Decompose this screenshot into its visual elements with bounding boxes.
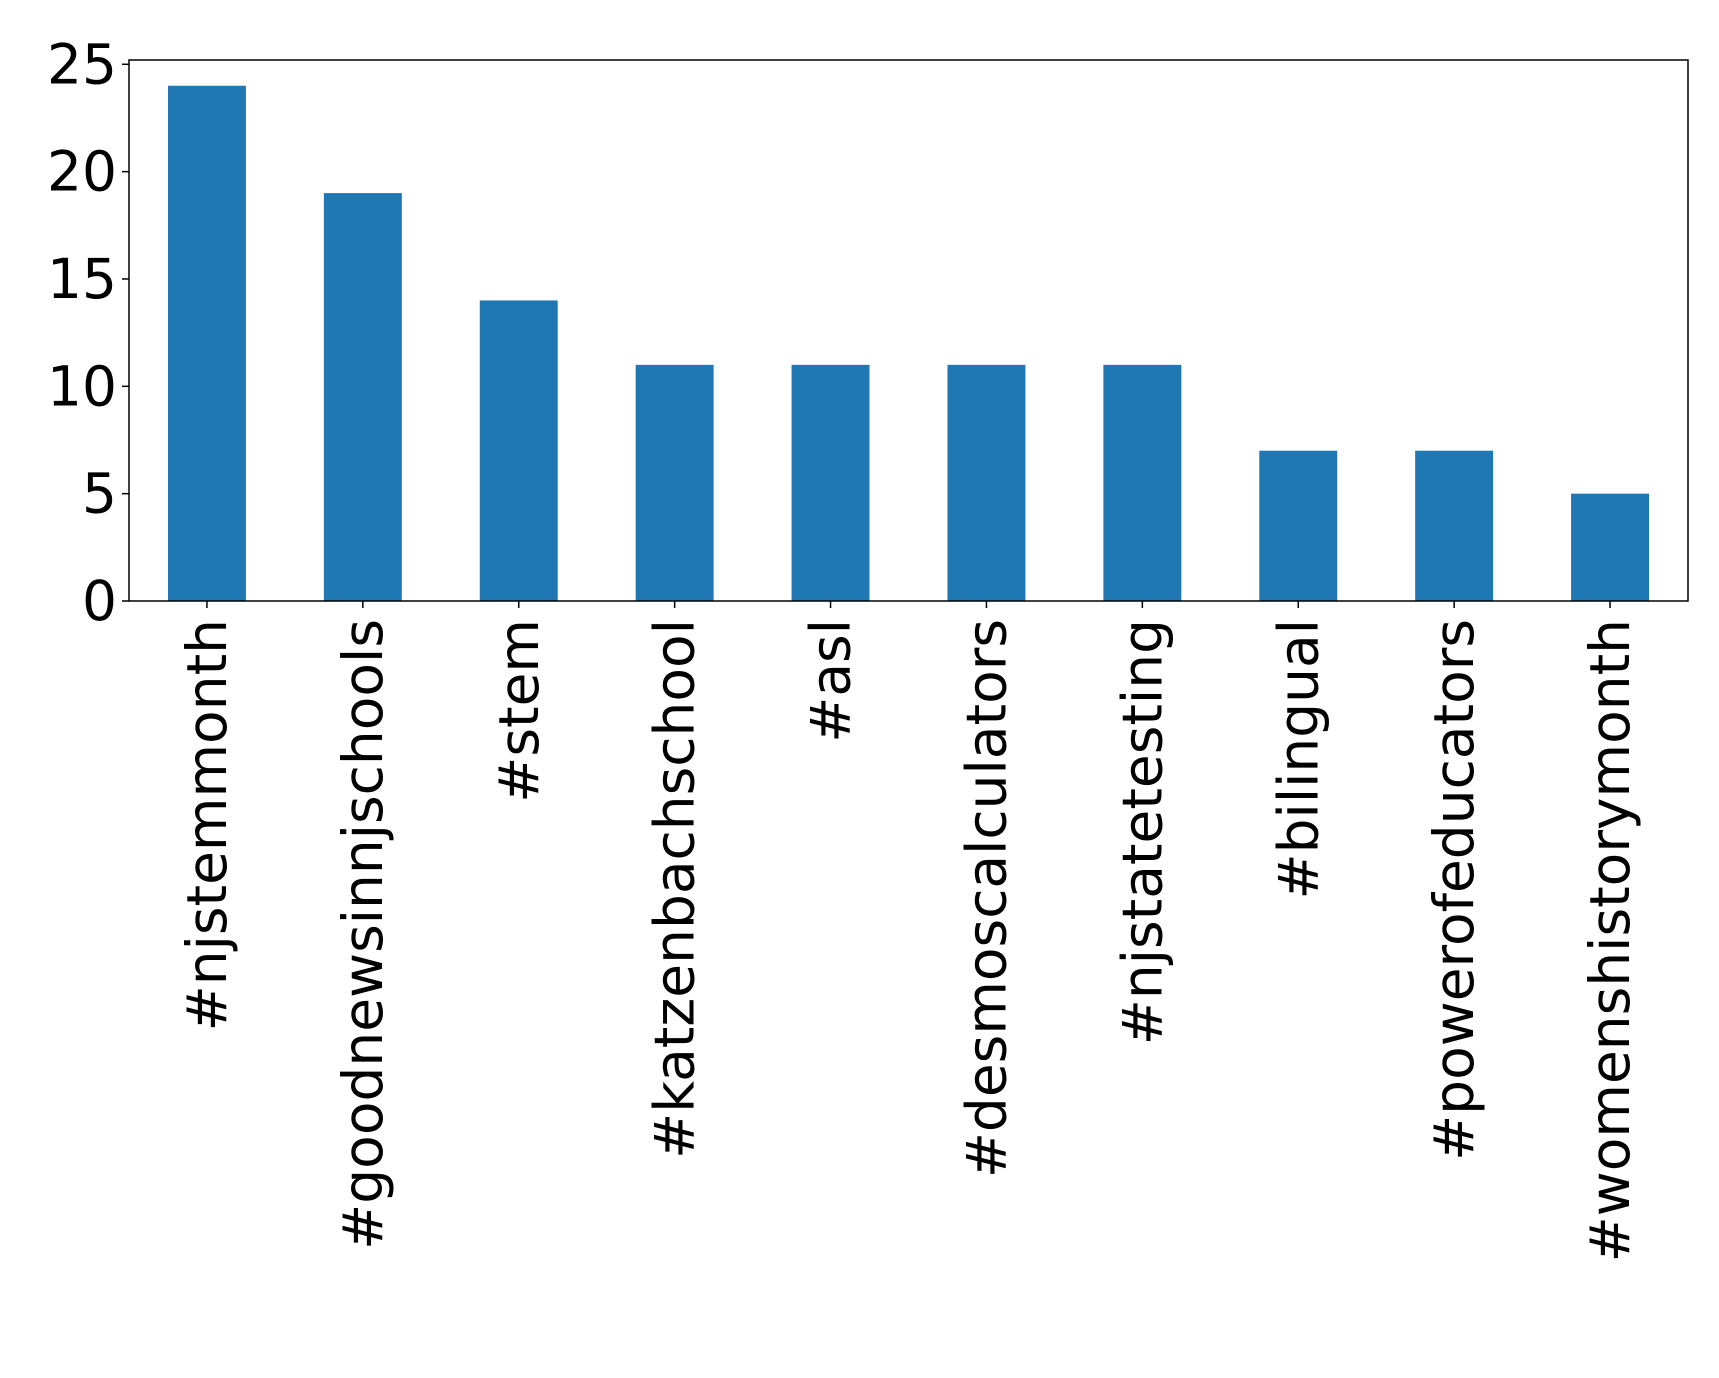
y-tick-label-2: 10 <box>47 354 117 418</box>
x-tick-label-3: #katzenbachschool <box>643 619 707 1159</box>
bar-4 <box>791 364 870 601</box>
y-axis: 0 5 10 15 20 25 <box>47 32 129 633</box>
x-tick-label-5: #desmoscalculators <box>954 619 1018 1178</box>
x-tick-label-1: #goodnewsinnjschools <box>331 619 395 1250</box>
y-tick-label-1: 5 <box>82 462 117 526</box>
bar-8 <box>1415 450 1494 601</box>
x-tick-label-7: #bilingual <box>1266 619 1330 899</box>
y-tick-label-5: 25 <box>47 32 117 96</box>
x-tick-label-2: #stem <box>487 619 551 803</box>
bar-5 <box>947 364 1026 601</box>
x-axis: #njstemmonth #goodnewsinnjschools #stem #ka… <box>175 601 1642 1262</box>
x-tick-label-9: #womenshistorymonth <box>1578 619 1642 1262</box>
y-tick-label-0: 0 <box>82 569 117 633</box>
y-tick-label-3: 15 <box>47 247 117 311</box>
bar-0 <box>167 85 246 601</box>
y-tick-label-4: 20 <box>47 140 117 204</box>
bars-group <box>167 85 1650 601</box>
bar-1 <box>323 193 402 601</box>
x-tick-label-0: #njstemmonth <box>175 619 239 1031</box>
plot-frame <box>128 59 1689 602</box>
bar-3 <box>635 364 714 601</box>
x-tick-label-8: #powerofeducators <box>1422 619 1486 1161</box>
x-tick-label-6: #njstatetesting <box>1110 619 1174 1045</box>
bar-7 <box>1259 450 1338 601</box>
bar-9 <box>1571 493 1650 601</box>
bar-6 <box>1103 364 1182 601</box>
x-tick-label-4: #asl <box>799 619 863 743</box>
bar-2 <box>479 300 558 601</box>
